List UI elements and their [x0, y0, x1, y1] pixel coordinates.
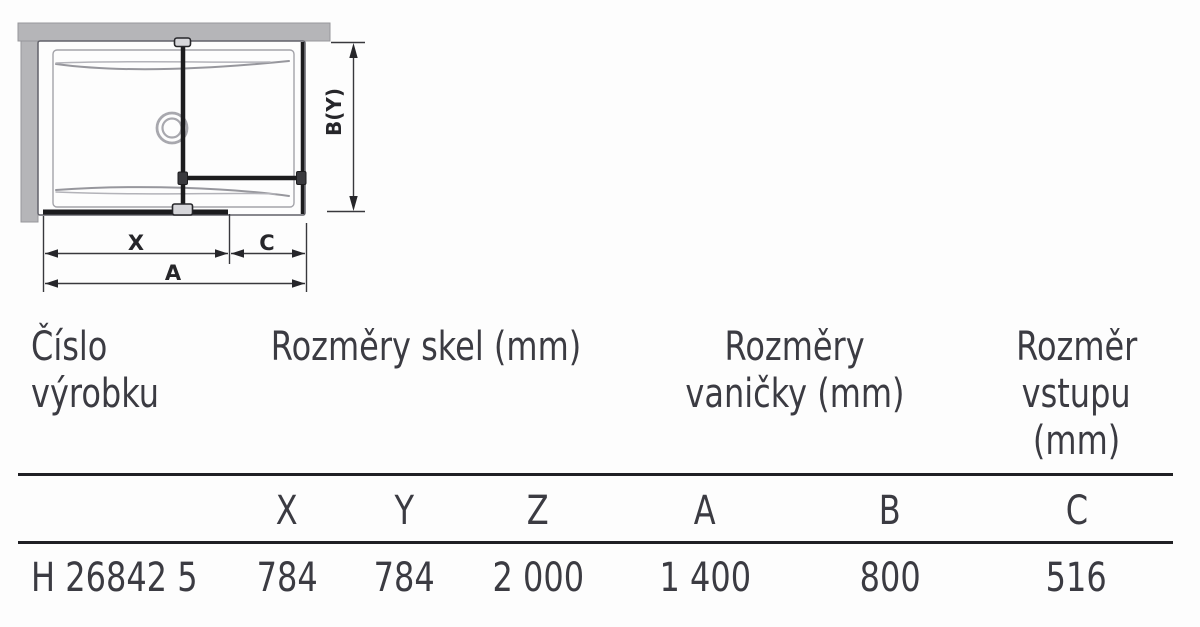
dim-label-a: A — [165, 261, 182, 285]
sub-header-z-label: Z — [527, 488, 549, 534]
dim-a-arrow-right — [292, 279, 305, 288]
sub-header-z: Z — [466, 476, 610, 541]
wall-left — [20, 40, 39, 223]
col-header-product-line1: Číslo — [31, 324, 108, 370]
value-c: 516 — [1045, 555, 1108, 601]
dim-x-arrow-left — [45, 249, 58, 258]
dim-c-arrow-right — [292, 249, 305, 258]
sub-header-a-label: A — [694, 488, 716, 534]
col-header-entry-line1: Rozměr — [1015, 324, 1138, 370]
wall-top — [17, 22, 331, 42]
col-header-product: Číslo výrobku — [18, 321, 232, 473]
value-b-cell: 800 — [800, 544, 980, 610]
col-header-tray-dimensions: Rozměry vaničky (mm) — [610, 321, 980, 473]
col-header-entry-line3: (mm) — [1032, 418, 1121, 464]
sub-header-c: C — [980, 476, 1173, 541]
value-a: 1 400 — [659, 555, 751, 601]
col-header-tray-line1: Rozměry — [724, 324, 866, 370]
col-header-tray-line2: vaničky (mm) — [685, 371, 905, 417]
value-a-cell: 1 400 — [610, 544, 800, 610]
dimensions-table: Číslo výrobku Rozměry skel (mm) Rozměry … — [18, 321, 1173, 610]
col-header-glass-dimensions: Rozměry skel (mm) — [232, 321, 610, 473]
table-rule-top — [18, 473, 1173, 476]
water-wave-top-1 — [55, 60, 290, 71]
sub-header-c-label: C — [1065, 488, 1088, 534]
dim-by-arrow-up — [349, 43, 358, 58]
dim-c-arrow-left — [231, 249, 244, 258]
tray-outer-rim — [37, 40, 306, 216]
table-rule-middle — [18, 541, 1173, 544]
sub-header-y: Y — [342, 476, 466, 541]
water-wave-top-2 — [55, 60, 271, 64]
col-header-entry-line2: vstupu — [1021, 371, 1132, 417]
sub-header-x-label: X — [276, 488, 298, 534]
sub-header-a: A — [610, 476, 800, 541]
col-header-product-line2: výrobku — [31, 371, 160, 417]
product-top-view-diagram: B(Y) X C A — [17, 22, 365, 292]
dim-by-arrow-down — [349, 196, 358, 211]
dim-label-x: X — [128, 231, 144, 255]
sub-header-x: X — [232, 476, 342, 541]
value-c-cell: 516 — [980, 544, 1173, 610]
value-z-cell: 2 000 — [466, 544, 610, 610]
product-code: H 26842 5 — [31, 555, 198, 601]
dim-label-by: B(Y) — [322, 88, 346, 136]
sub-header-y-label: Y — [394, 488, 414, 534]
value-z: 2 000 — [492, 555, 584, 601]
value-x: 784 — [256, 555, 318, 601]
wall-bracket-top — [173, 37, 192, 48]
sub-header-spacer — [18, 476, 232, 541]
dim-x-arrow-right — [215, 249, 228, 258]
sub-header-b: B — [800, 476, 980, 541]
col-header-glass-dimensions-label: Rozměry skel (mm) — [270, 324, 582, 370]
support-bar-right-bracket — [296, 171, 307, 185]
drain-outer-ring — [155, 111, 189, 145]
dim-label-c: C — [259, 231, 274, 255]
value-y-cell: 784 — [342, 544, 466, 610]
product-code-cell: H 26842 5 — [18, 544, 232, 610]
value-x-cell: 784 — [232, 544, 342, 610]
sub-header-b-label: B — [879, 488, 901, 534]
col-header-entry-dimension: Rozměr vstupu (mm) — [980, 321, 1173, 473]
support-bar-left-connector — [177, 171, 188, 185]
value-y: 784 — [373, 555, 435, 601]
panel-junction-fitting — [171, 203, 194, 216]
dim-a-arrow-left — [45, 279, 58, 288]
value-b: 800 — [859, 555, 921, 601]
